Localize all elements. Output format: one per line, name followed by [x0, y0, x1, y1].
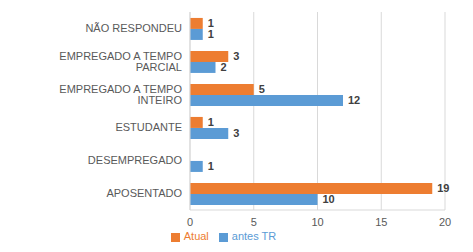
svg-text:19: 19	[437, 182, 449, 194]
html-text:Atual: Atual	[183, 230, 209, 242]
svg-text:EMPREGADO A TEMPOPARCIAL: EMPREGADO A TEMPOPARCIAL	[59, 50, 182, 73]
svg-text:0: 0	[187, 216, 193, 228]
svg-text:3: 3	[233, 50, 239, 62]
svg-text:APOSENTADO: APOSENTADO	[106, 187, 182, 199]
svg-text:10: 10	[311, 216, 323, 228]
svg-text:3: 3	[233, 127, 239, 139]
svg-text:NÃO RESPONDEU: NÃO RESPONDEU	[85, 22, 182, 34]
svg-text:1: 1	[208, 160, 214, 172]
svg-text:15: 15	[375, 216, 387, 228]
svg-text:1: 1	[208, 28, 214, 40]
svg-text:10: 10	[323, 193, 335, 205]
svg-text:1: 1	[207, 17, 214, 30]
html-text:antes TR: antes TR	[231, 230, 277, 242]
svg-text:ESTUDANTE: ESTUDANTE	[115, 121, 182, 133]
svg-text:DESEMPREGADO: DESEMPREGADO	[88, 154, 183, 166]
svg-text:1: 1	[208, 116, 214, 128]
svg-text:5: 5	[259, 83, 265, 95]
svg-text:20: 20	[439, 216, 451, 228]
svg-text:5: 5	[251, 216, 257, 228]
svg-text:EMPREGADO A TEMPOINTEIRO: EMPREGADO A TEMPOINTEIRO	[59, 83, 182, 106]
svg-text:2: 2	[221, 61, 227, 73]
svg-text:12: 12	[348, 94, 360, 106]
